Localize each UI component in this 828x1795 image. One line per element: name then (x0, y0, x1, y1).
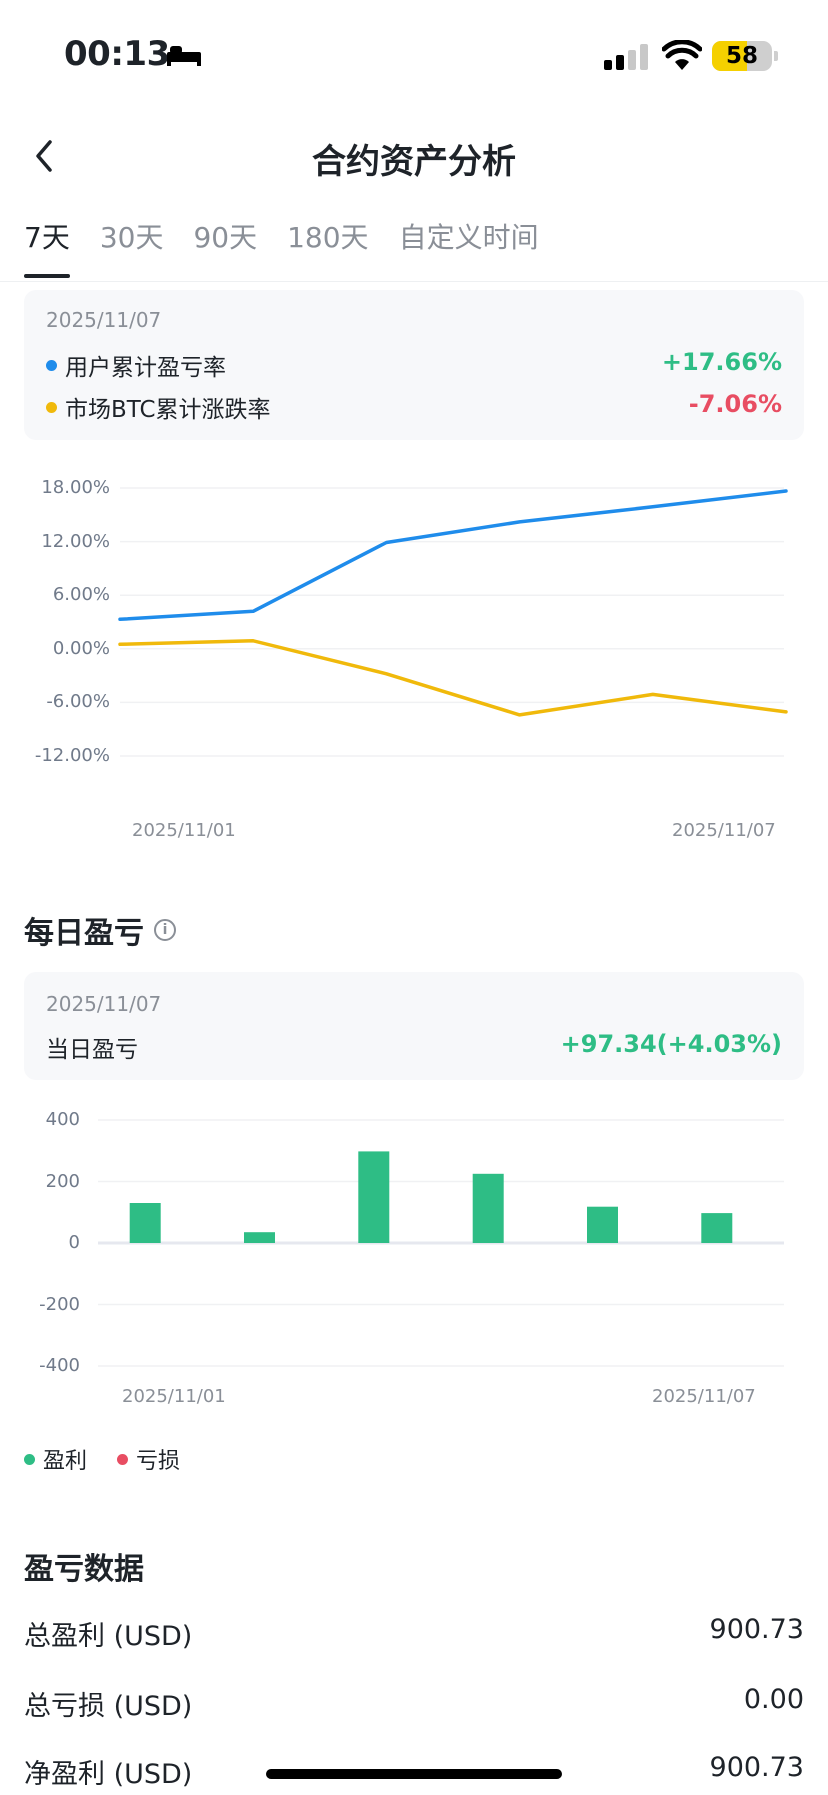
bar-y-tick-label: -400 (39, 1355, 80, 1376)
line-chart-svg (118, 487, 788, 757)
daily-pnl-bar[interactable] (587, 1206, 618, 1243)
bar-x-label-end: 2025/11/07 (652, 1386, 756, 1407)
daily-pnl-bar[interactable] (244, 1232, 275, 1243)
total-loss-label: 总亏损 (USD) (24, 1691, 193, 1722)
btc-change-rate-value: -7.06% (688, 390, 782, 418)
btc-change-rate-legend: 市场BTC累计涨跌率 (46, 390, 271, 424)
daily-pnl-bar[interactable] (129, 1203, 161, 1243)
status-time: 00:13 (64, 34, 170, 74)
daily-pnl-header: 每日盈亏 i (24, 908, 176, 952)
page-title: 合约资产分析 (312, 142, 516, 182)
cumulative-line-chart: 18.00% 12.00% 6.00% 0.00% -6.00% -12.00% 2025… (24, 477, 810, 848)
info-icon[interactable]: i (154, 919, 176, 941)
user-pnl-rate-line (118, 489, 788, 622)
user-pnl-rate-label: 用户累计盈亏率 (65, 355, 226, 381)
btc-change-rate-line (118, 639, 788, 717)
daily-pnl-label: 当日盈亏 (46, 1037, 138, 1063)
daily-pnl-value: +97.34(+4.03%) (560, 1030, 782, 1058)
bar-y-tick-label: 400 (45, 1109, 80, 1130)
battery-nub (774, 51, 778, 61)
bar-x-label-start: 2025/11/01 (122, 1386, 226, 1407)
tab-180d[interactable]: 180天 (287, 221, 369, 254)
btc-change-rate-label: 市场BTC累计涨跌率 (65, 397, 271, 423)
line-y-tick-label: 6.00% (52, 584, 110, 606)
legend-profit: 盈利 (43, 1449, 88, 1474)
daily-pnl-title: 每日盈亏 (24, 916, 144, 951)
bar-y-tick-label: 200 (45, 1170, 80, 1192)
total-loss-value: 0.00 (743, 1684, 804, 1715)
bar-chart-svg (98, 1119, 784, 1367)
cumulative-summary-card: 2025/11/07 用户累计盈亏率 +17.66% 市场BTC累计涨跌率 -7… (24, 290, 804, 440)
profit-dot-icon (24, 1453, 35, 1465)
wifi-icon (662, 40, 702, 70)
daily-pnl-date: 2025/11/07 (46, 992, 162, 1016)
cellular-signal-icon (604, 44, 648, 70)
total-profit-label: 总盈利 (USD) (24, 1621, 193, 1652)
line-y-tick-label: 18.00% (41, 477, 110, 498)
net-profit-label: 净盈利 (USD) (24, 1759, 193, 1790)
daily-pnl-bar[interactable] (472, 1173, 504, 1243)
bar-chart-legend: 盈利 亏损 (24, 1443, 180, 1475)
blue-dot-icon (46, 359, 57, 371)
tab-custom-time[interactable]: 自定义时间 (398, 221, 539, 254)
back-chevron-icon[interactable] (28, 136, 60, 176)
tabs-divider (0, 281, 828, 282)
battery-level: 58 (725, 43, 758, 69)
yellow-dot-icon (46, 401, 57, 413)
net-profit-value: 900.73 (709, 1752, 804, 1783)
line-x-label-start: 2025/11/01 (132, 820, 236, 841)
daily-pnl-bar-chart: 400 200 0 -200 -400 2025/11/01 2025/11/07 (24, 1109, 810, 1410)
home-indicator (266, 1769, 562, 1779)
line-y-tick-label: 12.00% (41, 530, 110, 552)
tab-30d[interactable]: 30天 (99, 221, 164, 254)
daily-pnl-bar[interactable] (701, 1213, 733, 1243)
period-tabs: 7天 30天 90天 180天 自定义时间 (24, 216, 569, 278)
bar-y-tick-label: -200 (39, 1293, 80, 1315)
user-pnl-rate-value: +17.66% (661, 348, 782, 376)
daily-pnl-card: 2025/11/07 当日盈亏 +97.34(+4.03%) (24, 972, 804, 1080)
battery-icon: 58 (712, 41, 772, 71)
loss-dot-icon (117, 1453, 129, 1465)
total-profit-value: 900.73 (709, 1614, 804, 1645)
line-y-tick-label: 0.00% (52, 637, 110, 659)
pnl-data-title: 盈亏数据 (24, 1552, 144, 1587)
line-y-tick-label: -6.00% (46, 691, 110, 713)
tab-90d[interactable]: 90天 (193, 221, 258, 254)
bar-y-tick-label: 0 (68, 1232, 80, 1253)
line-y-tick-label: -12.00% (34, 745, 110, 766)
tab-7d[interactable]: 7天 (24, 216, 70, 278)
user-pnl-rate-legend: 用户累计盈亏率 (46, 348, 226, 382)
sleep-focus-icon (167, 46, 201, 66)
legend-loss: 亏损 (136, 1449, 181, 1474)
daily-pnl-bar[interactable] (358, 1151, 390, 1243)
line-x-label-end: 2025/11/07 (672, 820, 776, 841)
summary-date: 2025/11/07 (46, 308, 162, 332)
